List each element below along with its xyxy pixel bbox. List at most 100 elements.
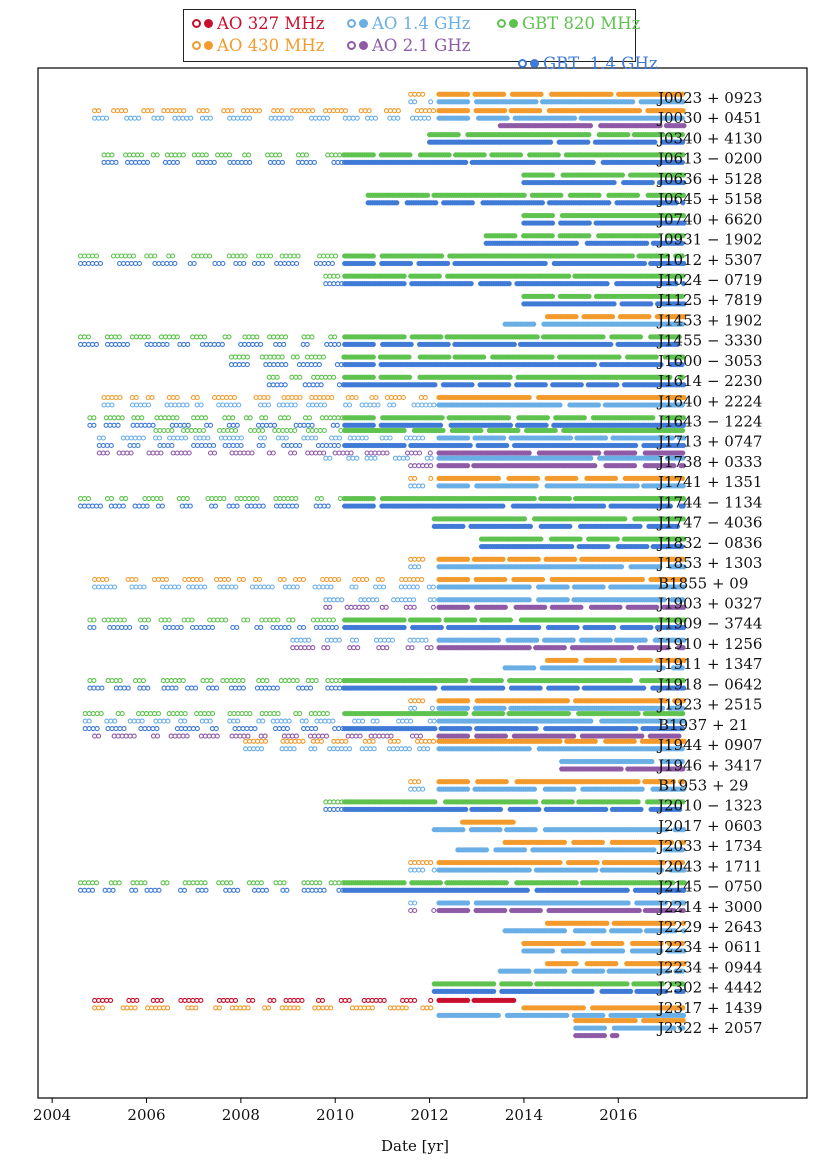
open-data-point [242, 152, 248, 158]
open-data-point [288, 427, 294, 434]
open-data-point [236, 402, 242, 408]
filled-data-point [439, 253, 445, 259]
filled-data-point [438, 334, 444, 340]
filled-data-point [401, 427, 407, 434]
open-data-point [335, 273, 341, 279]
open-data-point [174, 159, 180, 165]
open-data-point [199, 442, 205, 449]
open-data-point [257, 402, 264, 408]
open-data-point [231, 115, 237, 121]
open-data-point [296, 362, 302, 368]
open-data-point [240, 354, 246, 360]
open-data-point [404, 435, 410, 441]
open-data-point [251, 260, 257, 267]
filled-data-point [370, 253, 376, 259]
filled-data-point [586, 132, 592, 138]
open-data-point [108, 341, 115, 347]
open-data-point [129, 394, 135, 401]
open-data-point [92, 108, 98, 114]
open-data-point [250, 341, 256, 347]
filled-data-point [600, 334, 606, 340]
open-data-point [136, 115, 142, 121]
open-data-point [303, 159, 309, 165]
open-data-point [85, 341, 92, 347]
open-data-point [166, 394, 172, 401]
open-data-point [323, 374, 329, 380]
open-data-point [154, 450, 160, 456]
open-data-point [288, 450, 294, 456]
open-data-point [93, 260, 100, 267]
open-data-point [310, 402, 316, 408]
open-data-point [421, 115, 428, 121]
open-data-point [174, 415, 180, 421]
open-data-point [416, 450, 423, 456]
filled-data-point [634, 192, 641, 198]
open-data-point [119, 108, 125, 114]
filled-data-point [537, 108, 543, 114]
open-data-point [166, 415, 172, 421]
open-data-point [256, 108, 263, 114]
open-data-point [247, 115, 253, 121]
open-data-point [203, 442, 209, 449]
open-data-point [184, 402, 190, 408]
filled-data-point [630, 99, 636, 105]
open-data-point [255, 253, 262, 259]
open-data-point [263, 354, 269, 360]
open-data-point [253, 394, 259, 401]
open-data-point [248, 108, 255, 114]
filled-data-point [478, 427, 484, 434]
open-data-point [292, 450, 298, 456]
open-data-point [177, 108, 183, 114]
open-data-point [414, 108, 421, 114]
open-data-point [158, 450, 164, 456]
filled-data-point [455, 132, 461, 138]
open-data-point [89, 341, 96, 347]
open-data-point [128, 435, 134, 441]
filled-data-point [370, 341, 376, 348]
filled-data-point [501, 435, 507, 441]
open-data-point [326, 108, 333, 114]
open-data-point [191, 152, 197, 158]
open-data-point [367, 402, 373, 408]
open-data-point [333, 152, 339, 158]
open-data-point [104, 115, 110, 121]
open-data-point [315, 442, 321, 449]
open-data-point [317, 427, 323, 434]
filled-data-point [526, 394, 532, 401]
open-data-point [141, 334, 147, 340]
open-data-point [254, 341, 260, 347]
open-data-point [96, 442, 102, 449]
open-data-point [300, 362, 306, 368]
open-data-point [104, 341, 111, 347]
open-data-point [184, 427, 191, 434]
open-data-point [223, 394, 230, 401]
open-data-point [387, 402, 393, 408]
open-data-point [266, 450, 272, 456]
open-data-point [332, 334, 338, 340]
filled-data-point [587, 123, 594, 129]
filled-data-point [370, 415, 376, 421]
open-data-point [127, 442, 133, 449]
open-data-point [302, 382, 308, 388]
filled-data-point [506, 281, 512, 287]
open-data-point [263, 422, 270, 428]
open-data-point [395, 115, 401, 121]
open-data-point [211, 159, 217, 165]
open-data-point [274, 382, 280, 388]
open-data-point [408, 91, 414, 97]
open-data-point [337, 435, 343, 441]
filled-data-point [585, 139, 591, 145]
open-data-point [181, 341, 187, 347]
open-data-point [182, 450, 188, 456]
open-data-point [96, 115, 102, 121]
open-data-point [325, 260, 331, 267]
open-data-point [293, 442, 299, 449]
open-data-point [194, 334, 200, 340]
open-data-point [197, 435, 203, 441]
filled-data-point [511, 341, 517, 348]
open-data-point [359, 435, 365, 441]
open-data-point [136, 260, 143, 267]
open-data-point [331, 273, 337, 279]
open-data-point [284, 402, 290, 408]
filled-data-point [590, 159, 596, 166]
